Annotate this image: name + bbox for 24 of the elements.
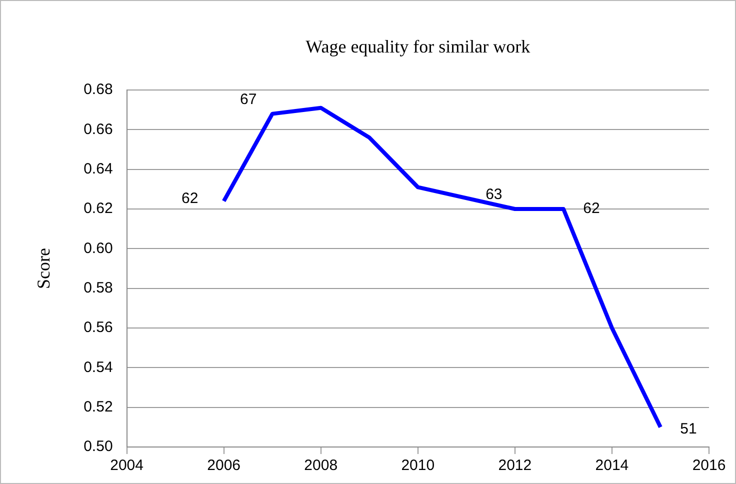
annotation: 62 — [583, 200, 600, 218]
y-tick-label: 0.62 — [84, 200, 113, 218]
annotation: 62 — [181, 190, 198, 208]
y-tick-label: 0.52 — [84, 398, 113, 416]
y-tick-label: 0.56 — [84, 319, 113, 336]
x-tick-label: 2012 — [498, 457, 532, 474]
y-tick-label: 0.64 — [84, 160, 113, 178]
x-tick-label: 2006 — [207, 457, 241, 474]
x-tick-label: 2004 — [110, 457, 144, 474]
y-axis-title: Score — [34, 248, 54, 289]
y-tick-label: 0.54 — [84, 358, 113, 376]
chart-title: Wage equality for similar work — [306, 36, 530, 57]
annotation: 67 — [240, 90, 257, 108]
annotation: 51 — [680, 420, 697, 438]
x-tick-label: 2008 — [304, 457, 338, 474]
y-tick-label: 0.66 — [84, 120, 113, 138]
x-tick-label: 2014 — [595, 457, 629, 474]
y-tick-label: 0.60 — [84, 240, 113, 257]
annotation: 63 — [486, 186, 502, 204]
y-tick-label: 0.68 — [84, 81, 113, 98]
y-tick-label: 0.50 — [84, 438, 113, 456]
x-tick-label: 2010 — [401, 457, 435, 474]
x-tick-label: 2016 — [692, 457, 726, 474]
y-tick-label: 0.58 — [84, 279, 113, 296]
